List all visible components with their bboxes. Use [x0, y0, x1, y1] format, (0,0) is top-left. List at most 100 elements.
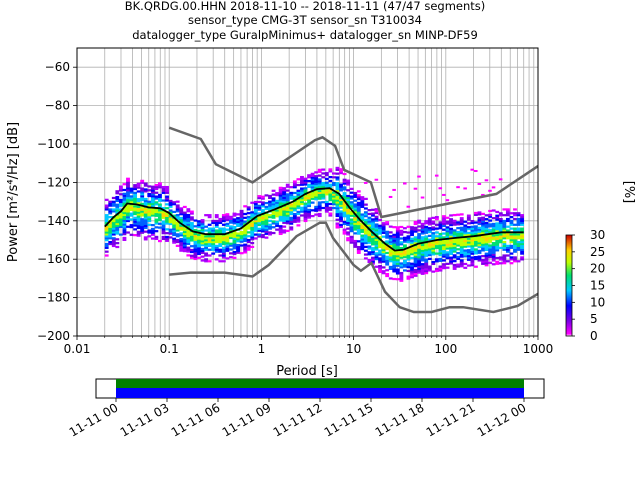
heatmap-cell [505, 246, 510, 249]
heatmap-cell [495, 230, 500, 233]
heatmap-cell [147, 204, 152, 207]
heatmap-cell [314, 171, 319, 174]
heatmap-cell [356, 230, 361, 233]
heatmap-cell [502, 235, 507, 238]
heatmap-cell [133, 210, 138, 214]
heatmap-cell [488, 215, 493, 218]
heatmap-cell [381, 227, 386, 231]
heatmap-cell [346, 221, 351, 225]
heatmap-cell [374, 265, 379, 268]
heatmap-cell [229, 242, 233, 245]
heatmap-cell [143, 188, 148, 191]
heatmap-cell [477, 220, 482, 224]
heatmap-cell [271, 220, 276, 223]
heatmap-cell [449, 231, 454, 234]
heatmap-cell [324, 185, 329, 188]
heatmap-cell [477, 244, 482, 247]
heatmap-cell [410, 228, 414, 231]
heatmap-cell [204, 229, 209, 232]
heatmap-cell [300, 181, 304, 184]
heatmap-cell [115, 232, 120, 235]
heatmap-cell [484, 260, 489, 263]
heatmap-cell [193, 234, 198, 238]
heatmap-cell [165, 228, 169, 231]
heatmap-cell [438, 225, 443, 228]
heatmap-cell [360, 213, 365, 216]
heatmap-cell [438, 259, 443, 262]
heatmap-cell [285, 212, 290, 215]
heatmap-cell [427, 228, 432, 232]
heatmap-cell [204, 235, 209, 238]
heatmap-cell [488, 229, 493, 232]
heatmap-cell [399, 231, 404, 234]
heatmap-cell [225, 224, 230, 227]
heatmap-cell [431, 243, 436, 246]
heatmap-cell [424, 252, 429, 255]
heatmap-cell [374, 211, 379, 215]
heatmap-cell [246, 248, 251, 251]
heatmap-cell [200, 247, 205, 251]
heatmap-cell [505, 254, 510, 257]
heatmap-cell [158, 184, 162, 187]
heatmap-cell [474, 213, 478, 216]
heatmap-cell [509, 252, 514, 255]
heatmap-cell [442, 253, 446, 256]
heatmap-cell [172, 241, 177, 244]
heatmap-cell [253, 218, 258, 221]
heatmap-cell [158, 197, 162, 200]
heatmap-cell [232, 245, 237, 248]
heatmap-cell [474, 257, 478, 261]
heatmap-cell [182, 238, 187, 241]
heatmap-cell [413, 249, 418, 252]
heatmap-cell [189, 225, 194, 229]
heatmap-cell [491, 236, 496, 239]
heatmap-cell [253, 212, 258, 215]
heatmap-cell [136, 211, 141, 214]
heatmap-cell [424, 247, 429, 250]
heatmap-cell [118, 223, 123, 227]
heatmap-cell [466, 252, 471, 256]
heatmap-cell [143, 213, 148, 216]
heatmap-cell [484, 237, 489, 240]
heatmap-cell [296, 201, 301, 204]
heatmap-cell [264, 217, 269, 220]
heatmap-cell [363, 222, 368, 225]
heatmap-cell [378, 232, 382, 235]
heatmap-cell [268, 233, 272, 236]
heatmap-cell [115, 230, 120, 233]
heatmap-cell [115, 203, 120, 206]
heatmap-cell [427, 250, 432, 253]
heatmap-cell [495, 222, 500, 225]
heatmap-cell [520, 242, 525, 246]
heatmap-cell [158, 182, 162, 185]
heatmap-cell [147, 202, 152, 205]
heatmap-cell [353, 214, 358, 218]
heatmap-cell [463, 245, 468, 248]
heatmap-cell [463, 228, 468, 231]
heatmap-cell [264, 223, 269, 226]
heatmap-cell [136, 190, 141, 193]
heatmap-cell [402, 269, 407, 272]
heatmap-cell [193, 255, 198, 259]
heatmap-cell [129, 187, 134, 190]
heatmap-cell [353, 216, 358, 220]
heatmap-cell [328, 170, 333, 173]
heatmap-cell [307, 193, 311, 196]
heatmap-cell [140, 227, 145, 230]
heatmap-cell [353, 207, 358, 210]
heatmap-cell [104, 254, 109, 257]
heatmap-cell [353, 226, 358, 229]
heatmap-cell [474, 236, 478, 240]
heatmap-cell [271, 206, 276, 210]
heatmap-cell [122, 231, 127, 234]
heatmap-cell [417, 252, 422, 255]
heatmap-cell [161, 222, 166, 225]
heatmap-cell [339, 216, 343, 219]
heatmap-cell [360, 224, 365, 228]
heatmap-cell [307, 203, 311, 206]
heatmap-cell [477, 230, 482, 233]
heatmap-cell [104, 221, 109, 224]
heatmap-cell [147, 192, 152, 196]
heatmap-cell [410, 268, 414, 271]
heatmap-cell [381, 260, 386, 263]
